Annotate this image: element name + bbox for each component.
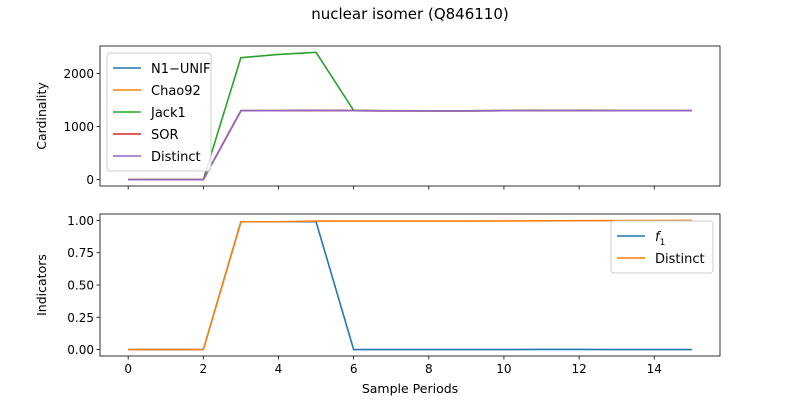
legend-label: Distinct xyxy=(655,252,705,267)
series-line-2 xyxy=(128,51,692,181)
legend-label: SOR xyxy=(151,128,179,143)
series-line-4 xyxy=(128,109,692,181)
x-tick-label: 8 xyxy=(425,362,433,376)
series-line-1 xyxy=(128,109,692,181)
legend-label: Jack1 xyxy=(150,106,186,121)
x-tick-label: 4 xyxy=(275,362,283,376)
y-tick-label: 0 xyxy=(86,173,94,187)
figure-title: nuclear isomer (Q846110) xyxy=(311,5,509,23)
series-line-3 xyxy=(128,109,692,181)
y-tick-label: 2000 xyxy=(63,67,94,81)
legend: N1−UNIF Chao92 Jack1 SOR Distinct xyxy=(106,52,212,172)
legend-label: Chao92 xyxy=(151,84,201,99)
y-tick-label: 0.00 xyxy=(67,343,94,357)
legend-label-base: f xyxy=(655,230,662,245)
x-tick-label: 2 xyxy=(200,362,208,376)
legend-label: Distinct xyxy=(151,150,201,165)
x-tick-label: 14 xyxy=(647,362,662,376)
series-line-0 xyxy=(128,109,692,181)
indicators-panel: 0 2 4 6 8 10 12 14 0.00 0.25 0.50 0.75 1.00 Indicator… xyxy=(34,213,721,396)
series-line-1 xyxy=(128,219,692,351)
x-tick-label: 12 xyxy=(571,362,586,376)
legend-label: N1−UNIF xyxy=(151,62,210,77)
legend-box xyxy=(610,220,714,274)
x-axis-label: Sample Periods xyxy=(362,381,458,396)
legend-label: f1 xyxy=(655,230,665,248)
y-axis-label: Cardinality xyxy=(34,82,49,150)
y-axis-label: Indicators xyxy=(34,254,49,316)
series-line-0 xyxy=(128,220,692,351)
y-tick-label: 0.75 xyxy=(67,246,94,260)
y-tick-label: 0.50 xyxy=(67,279,94,293)
x-tick-label: 10 xyxy=(496,362,511,376)
cardinality-panel: 0 1000 2000 Cardinality N1−UNIF Chao92 Jack1 SO… xyxy=(34,45,721,190)
legend-label-sub: 1 xyxy=(660,238,666,248)
legend: f1 Distinct xyxy=(610,220,714,274)
y-tick-label: 1.00 xyxy=(67,214,94,228)
x-tick-label: 6 xyxy=(350,362,358,376)
y-tick-label: 1000 xyxy=(63,120,94,134)
legend-box xyxy=(106,52,212,172)
x-tick-label: 0 xyxy=(124,362,132,376)
plot-frame xyxy=(99,45,721,187)
y-tick-label: 0.25 xyxy=(67,311,94,325)
